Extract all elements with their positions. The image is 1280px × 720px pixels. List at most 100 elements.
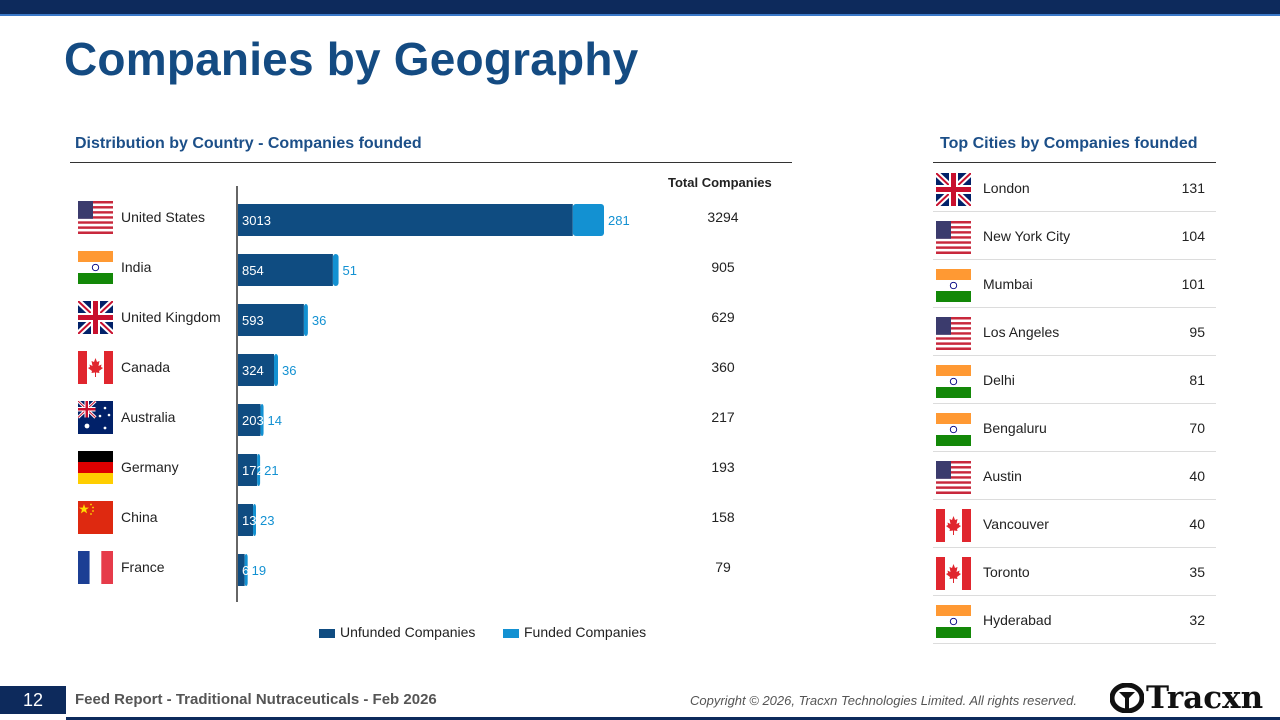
city-row: London 131 (933, 164, 1216, 212)
bar-unfunded (238, 404, 261, 436)
country-total-value: 193 (711, 459, 735, 475)
bar-unfunded (238, 504, 253, 536)
city-name: Bengaluru (983, 420, 1047, 436)
city-count: 40 (1189, 468, 1205, 484)
de-flag-icon (78, 451, 113, 484)
us-flag-icon (936, 461, 971, 494)
us-flag-icon (936, 317, 971, 350)
bar-label-funded: 21 (264, 463, 278, 478)
uk-flag-icon (936, 173, 971, 206)
city-count: 131 (1181, 180, 1205, 196)
country-total-value: 360 (711, 359, 735, 375)
in-flag-icon (936, 365, 971, 398)
legend-label-funded: Funded Companies (524, 624, 647, 640)
bar-unfunded (238, 254, 333, 286)
footer-rule (66, 717, 1280, 720)
top-banner (0, 0, 1280, 16)
bar-label-funded: 281 (608, 213, 630, 228)
legend-label-unfunded: Unfunded Companies (340, 624, 476, 640)
country-total-value: 79 (715, 559, 731, 575)
bar-funded (257, 454, 261, 486)
bar-label-unfunded: 593 (242, 313, 264, 328)
ca-flag-icon (936, 509, 971, 542)
country-label: United States (121, 209, 206, 225)
country-label: India (121, 259, 152, 275)
city-count: 104 (1181, 228, 1205, 244)
legend-swatch-funded (503, 629, 519, 638)
city-name: Los Angeles (983, 324, 1060, 340)
country-label: Australia (121, 409, 176, 425)
report-title: Feed Report - Traditional Nutraceuticals… (75, 691, 437, 708)
bar-label-unfunded: 3013 (242, 213, 271, 228)
city-row: Mumbai 101 (933, 260, 1216, 308)
bar-funded (260, 404, 264, 436)
city-row: Hyderabad 32 (933, 596, 1216, 644)
bar-funded (274, 354, 278, 386)
uk-flag-icon (78, 301, 113, 334)
bar-label-funded: 23 (260, 513, 274, 528)
bar-label-funded: 14 (268, 413, 282, 428)
bar-funded (253, 504, 256, 536)
us-flag-icon (936, 221, 971, 254)
page-number: 12 (0, 686, 66, 714)
country-section-title: Distribution by Country - Companies foun… (75, 135, 422, 152)
city-name: Austin (983, 468, 1022, 484)
in-flag-icon (936, 413, 971, 446)
cn-flag-icon (78, 501, 113, 534)
city-row: Austin 40 (933, 452, 1216, 500)
city-count: 40 (1189, 516, 1205, 532)
country-total-value: 629 (711, 309, 735, 325)
country-section-rule (70, 162, 792, 163)
city-row: Los Angeles 95 (933, 308, 1216, 356)
page-title: Companies by Geography (64, 33, 639, 85)
bar-label-unfunded: 60 (242, 563, 256, 578)
city-name: Delhi (983, 372, 1015, 388)
ca-flag-icon (936, 557, 971, 590)
cities-section-title: Top Cities by Companies founded (940, 135, 1198, 152)
city-name: London (983, 180, 1030, 196)
city-name: New York City (983, 228, 1071, 244)
country-label: China (121, 509, 158, 525)
cities-section-rule (933, 162, 1216, 163)
country-total-value: 217 (711, 409, 735, 425)
city-name: Mumbai (983, 276, 1033, 292)
in-flag-icon (936, 269, 971, 302)
bar-unfunded (238, 454, 258, 486)
bar-funded (303, 304, 308, 336)
in-flag-icon (78, 251, 113, 284)
bar-unfunded (238, 304, 304, 336)
country-label: United Kingdom (121, 309, 221, 325)
city-row: Bengaluru 70 (933, 404, 1216, 452)
country-total-value: 158 (711, 509, 735, 525)
bar-label-unfunded: 172 (242, 463, 264, 478)
city-name: Vancouver (983, 516, 1049, 532)
bar-label-unfunded: 135 (242, 513, 264, 528)
city-row: Toronto 35 (933, 548, 1216, 596)
legend-swatch-unfunded (319, 629, 335, 638)
fr-flag-icon (78, 551, 113, 584)
bar-label-unfunded: 203 (242, 413, 264, 428)
city-count: 70 (1189, 420, 1205, 436)
country-total-value: 905 (711, 259, 735, 275)
tracxn-logo-text: Tracxn (1146, 680, 1264, 716)
bar-funded (572, 204, 604, 236)
total-companies-header: Total Companies (668, 175, 772, 190)
country-label: Germany (121, 459, 179, 475)
bar-label-funded: 51 (343, 263, 357, 278)
bar-label-unfunded: 324 (242, 363, 264, 378)
bar-label-funded: 36 (282, 363, 296, 378)
city-count: 95 (1189, 324, 1205, 340)
city-count: 35 (1189, 564, 1205, 580)
country-label: France (121, 559, 165, 575)
bar-unfunded (238, 354, 274, 386)
au-flag-icon (78, 401, 113, 434)
bar-label-unfunded: 854 (242, 263, 264, 278)
copyright-text: Copyright © 2026, Tracxn Technologies Li… (690, 693, 1078, 708)
bar-unfunded (238, 554, 245, 586)
us-flag-icon (78, 201, 113, 234)
country-total-value: 3294 (707, 209, 739, 225)
city-name: Hyderabad (983, 612, 1052, 628)
bar-funded (244, 554, 248, 586)
bar-label-funded: 19 (252, 563, 266, 578)
country-label: Canada (121, 359, 171, 375)
